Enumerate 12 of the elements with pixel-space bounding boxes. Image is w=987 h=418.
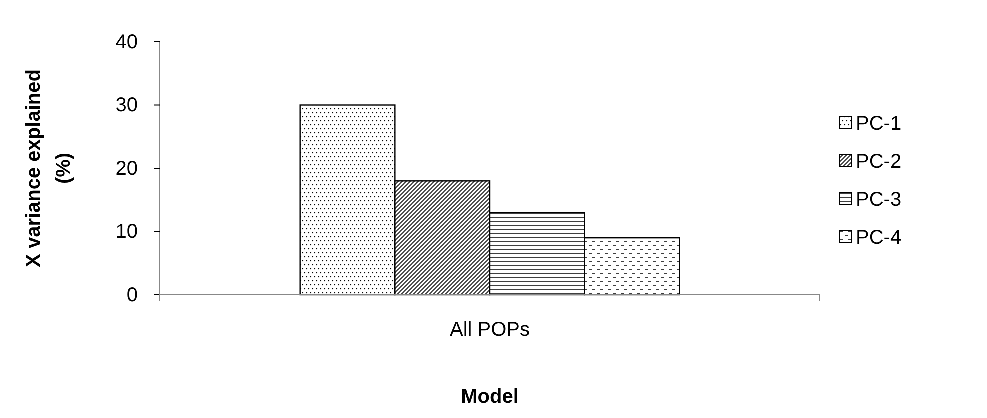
y-tick-label: 20: [116, 158, 138, 180]
legend-label: PC-2: [856, 151, 902, 173]
legend-label: PC-3: [856, 189, 902, 211]
x-axis-title: Model: [461, 386, 519, 408]
y-axis-title: X variance explained (%): [23, 70, 75, 268]
y-tick-label: 0: [126, 284, 138, 306]
legend-label: PC-4: [856, 227, 902, 249]
y-tick-label: 10: [116, 221, 138, 244]
x-tick-label: All POPs: [450, 319, 530, 341]
y-tick-label: 40: [116, 31, 138, 54]
y-tick-label: 30: [116, 94, 138, 117]
legend-label: PC-1: [856, 113, 902, 135]
